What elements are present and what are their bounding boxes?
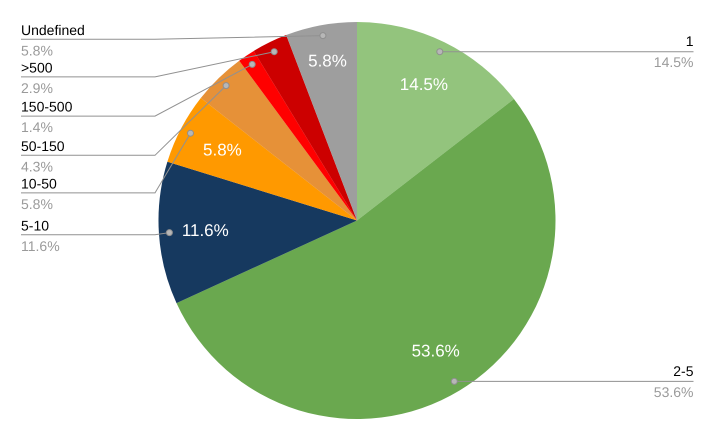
callout-label-50-150: 50-150	[21, 138, 65, 154]
leader-dot-Undefined	[320, 33, 326, 39]
callout-pct-150-500: 1.4%	[21, 119, 53, 135]
callout-label-5-10: 5-10	[21, 217, 49, 233]
inside-pct-5-10: 11.6%	[182, 221, 229, 240]
callout-label-150-500: 150-500	[21, 99, 73, 115]
leader-dot-150-500	[249, 61, 255, 67]
leader-dot->500	[271, 49, 277, 55]
callout-pct-50-150: 4.3%	[21, 158, 53, 174]
leader-dot-50-150	[223, 83, 229, 89]
callout-pct-1: 14.5%	[654, 54, 694, 70]
inside-pct-10-50: 5.8%	[203, 141, 242, 160]
callout-pct-5-10: 11.6%	[21, 238, 60, 254]
leader-dot-2-5	[451, 378, 457, 384]
leader-dot-10-50	[188, 130, 194, 136]
callout-label->500: >500	[21, 59, 53, 75]
inside-pct-1: 14.5%	[400, 75, 448, 94]
inside-pct-2-5: 53.6%	[412, 341, 460, 360]
callout-pct-10-50: 5.8%	[21, 196, 53, 212]
callout-pct->500: 2.9%	[21, 80, 53, 96]
callout-pct-Undefined: 5.8%	[21, 42, 53, 58]
leader-dot-1	[437, 49, 443, 55]
callout-pct-2-5: 53.6%	[654, 384, 694, 400]
inside-pct-Undefined: 5.8%	[308, 52, 347, 71]
callout-label-10-50: 10-50	[21, 175, 57, 191]
callout-label-Undefined: Undefined	[21, 22, 85, 38]
callout-label-2-5: 2-5	[673, 363, 693, 379]
callout-label-1: 1	[686, 33, 694, 49]
leader-dot-5-10	[166, 230, 172, 236]
